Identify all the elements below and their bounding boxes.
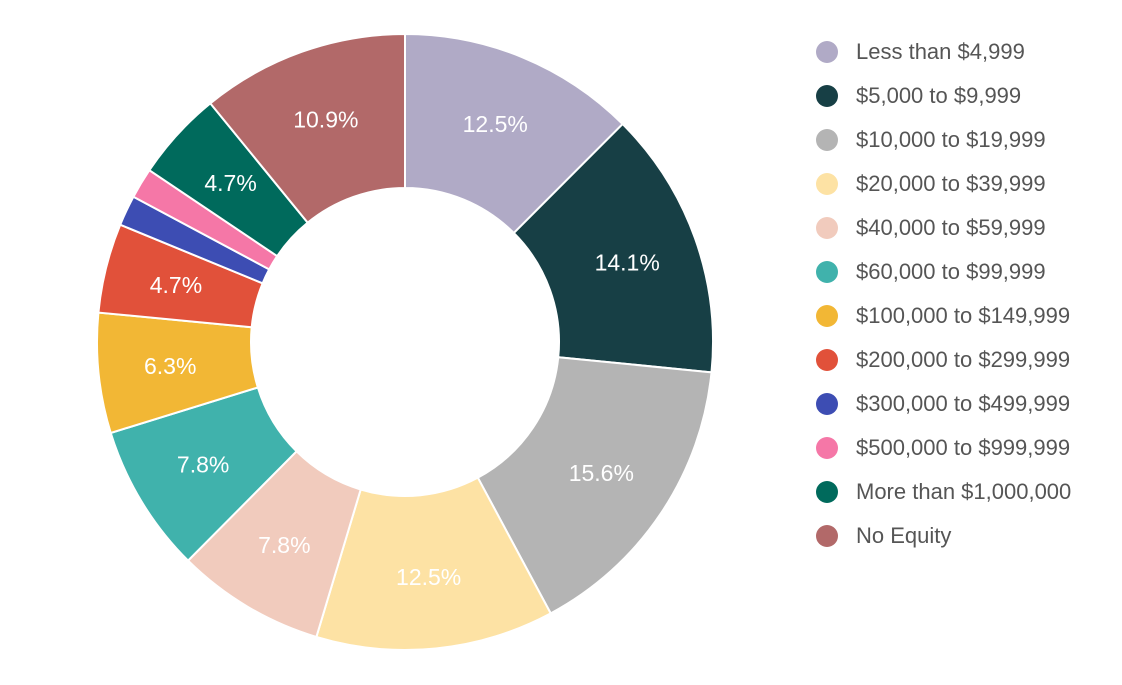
- legend-item-100-000-to-149-999: $100,000 to $149,999: [816, 294, 1071, 338]
- slice-label-5-000-to-9-999: 14.1%: [595, 249, 660, 275]
- legend-label: More than $1,000,000: [856, 479, 1072, 504]
- legend-item-300-000-to-499-999: $300,000 to $499,999: [816, 382, 1071, 426]
- legend-swatch-icon: [816, 349, 838, 371]
- legend-item-5-000-to-9-999: $5,000 to $9,999: [816, 74, 1071, 118]
- legend-item-no-equity: No Equity: [816, 514, 1071, 558]
- slice-label-more-than-1-000-000: 4.7%: [204, 170, 256, 196]
- legend-swatch-icon: [816, 393, 838, 415]
- slice-less-than-4-999: [404, 32, 625, 235]
- slice-label-40-000-to-59-999: 7.8%: [258, 532, 310, 558]
- legend-label: $60,000 to $99,999: [856, 259, 1046, 284]
- legend-label: $100,000 to $149,999: [856, 303, 1071, 328]
- slice-label-60-000-to-99-999: 7.8%: [177, 451, 229, 477]
- slice-label-10-000-to-19-999: 15.6%: [569, 460, 634, 486]
- legend-item-10-000-to-19-999: $10,000 to $19,999: [816, 118, 1071, 162]
- slice-label-no-equity: 10.9%: [293, 107, 358, 133]
- legend-item-500-000-to-999-999: $500,000 to $999,999: [816, 426, 1071, 470]
- legend-label: $10,000 to $19,999: [856, 127, 1046, 152]
- slice-5-000-to-9-999: [512, 122, 714, 374]
- legend-swatch-icon: [816, 481, 838, 503]
- legend-swatch-icon: [816, 437, 838, 459]
- legend-swatch-icon: [816, 305, 838, 327]
- slice-label-100-000-to-149-999: 6.3%: [144, 353, 196, 379]
- chart-legend: Less than $4,999 $5,000 to $9,999 $10,000 …: [816, 30, 1071, 558]
- legend-label: No Equity: [856, 523, 952, 548]
- slice-no-equity: [208, 32, 406, 225]
- slice-label-200-000-to-299-999: 4.7%: [150, 272, 202, 298]
- legend-item-60-000-to-99-999: $60,000 to $99,999: [816, 250, 1071, 294]
- donut-chart: 12.5% 14.1% 15.6% 12.5% 7.8% 7.8% 6.3% 4.7% 4.7%…: [96, 32, 714, 651]
- legend-label: $500,000 to $999,999: [856, 435, 1071, 460]
- legend-swatch-icon: [816, 525, 838, 547]
- legend-item-20-000-to-39-999: $20,000 to $39,999: [816, 162, 1071, 206]
- legend-item-more-than-1-000-000: More than $1,000,000: [816, 470, 1071, 514]
- legend-swatch-icon: [816, 85, 838, 107]
- legend-label: $300,000 to $499,999: [856, 391, 1071, 416]
- slice-10-000-to-19-999: [476, 356, 713, 615]
- slice-label-20-000-to-39-999: 12.5%: [396, 564, 461, 590]
- legend-swatch-icon: [816, 41, 838, 63]
- legend-label: $40,000 to $59,999: [856, 215, 1046, 240]
- slice-label-less-than-4-999: 12.5%: [463, 111, 528, 137]
- legend-swatch-icon: [816, 173, 838, 195]
- legend-item-less-than-4-999: Less than $4,999: [816, 30, 1071, 74]
- legend-item-40-000-to-59-999: $40,000 to $59,999: [816, 206, 1071, 250]
- legend-label: Less than $4,999: [856, 39, 1025, 64]
- legend-label: $200,000 to $299,999: [856, 347, 1071, 372]
- slice-20-000-to-39-999: [315, 476, 553, 651]
- legend-swatch-icon: [816, 217, 838, 239]
- legend-label: $5,000 to $9,999: [856, 83, 1022, 108]
- legend-swatch-icon: [816, 261, 838, 283]
- legend-item-200-000-to-299-999: $200,000 to $299,999: [816, 338, 1071, 382]
- legend-swatch-icon: [816, 129, 838, 151]
- legend-label: $20,000 to $39,999: [856, 171, 1046, 196]
